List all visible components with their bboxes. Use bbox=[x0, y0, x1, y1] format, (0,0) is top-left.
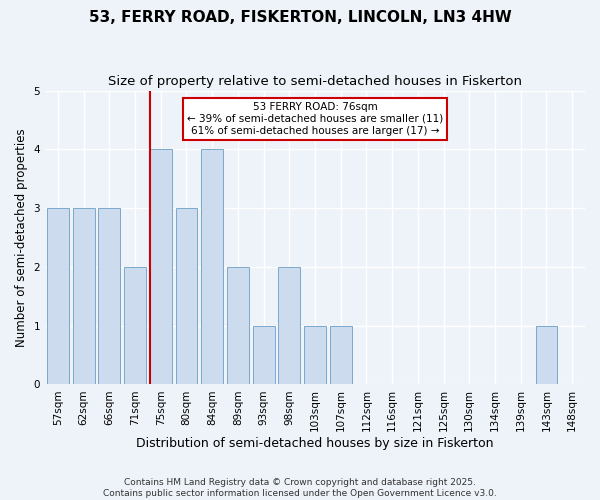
Text: 53, FERRY ROAD, FISKERTON, LINCOLN, LN3 4HW: 53, FERRY ROAD, FISKERTON, LINCOLN, LN3 … bbox=[89, 10, 511, 25]
Text: 53 FERRY ROAD: 76sqm
← 39% of semi-detached houses are smaller (11)
61% of semi-: 53 FERRY ROAD: 76sqm ← 39% of semi-detac… bbox=[187, 102, 443, 136]
Bar bbox=[124, 267, 146, 384]
Bar bbox=[253, 326, 275, 384]
Bar bbox=[536, 326, 557, 384]
Text: Contains HM Land Registry data © Crown copyright and database right 2025.
Contai: Contains HM Land Registry data © Crown c… bbox=[103, 478, 497, 498]
Bar bbox=[98, 208, 120, 384]
X-axis label: Distribution of semi-detached houses by size in Fiskerton: Distribution of semi-detached houses by … bbox=[136, 437, 494, 450]
Bar bbox=[201, 150, 223, 384]
Bar bbox=[330, 326, 352, 384]
Bar bbox=[227, 267, 249, 384]
Bar bbox=[47, 208, 69, 384]
Bar bbox=[176, 208, 197, 384]
Bar bbox=[304, 326, 326, 384]
Bar bbox=[278, 267, 300, 384]
Bar bbox=[150, 150, 172, 384]
Bar bbox=[73, 208, 95, 384]
Y-axis label: Number of semi-detached properties: Number of semi-detached properties bbox=[15, 128, 28, 347]
Title: Size of property relative to semi-detached houses in Fiskerton: Size of property relative to semi-detach… bbox=[108, 75, 522, 88]
